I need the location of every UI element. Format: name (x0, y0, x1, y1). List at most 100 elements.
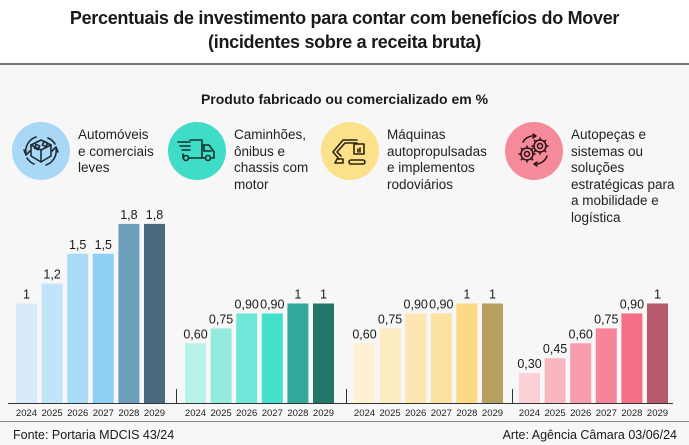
data-label: 0,60 (569, 327, 593, 341)
bar (236, 313, 258, 403)
label-line: autopropulsadas (387, 143, 487, 159)
x-tick-label: 2029 (313, 408, 334, 419)
gears-cycle-icon (518, 133, 549, 167)
data-label: 1,2 (43, 268, 60, 282)
footer-divider (0, 421, 689, 422)
bar (210, 328, 232, 403)
category-circle (321, 122, 379, 180)
label-line: chassis com (234, 160, 309, 175)
bar (570, 343, 592, 403)
x-tick-label: 2028 (621, 408, 642, 419)
data-label: 0,60 (352, 327, 376, 341)
label-line: estratégicas para (571, 176, 675, 192)
label-line: Caminhões, (234, 127, 307, 142)
bar (595, 328, 617, 403)
label-line: a mobilidade e (571, 193, 659, 208)
bar (456, 303, 478, 403)
label-line: Automóveis (78, 127, 149, 142)
data-label: 1 (463, 288, 470, 302)
x-tick-label: 2026 (405, 408, 426, 419)
label-line: Autopeças e (571, 127, 647, 142)
x-tick-label: 2028 (118, 408, 139, 419)
x-tick-label: 2028 (456, 408, 477, 419)
data-label: 0,90 (235, 297, 259, 311)
x-tick-label: 2029 (482, 408, 503, 419)
bar (482, 303, 503, 403)
category-machines: Máquinas autopropulsadas e implementos r… (321, 122, 487, 193)
data-label: 1 (294, 288, 301, 302)
label-line: ônibus e (234, 143, 286, 159)
category-trucks: Caminhões, ônibus e chassis com motor (168, 122, 308, 193)
x-tick-label: 2027 (596, 408, 617, 419)
title-line-1: Percentuais de investimento para contar … (69, 8, 620, 28)
data-label: 1 (489, 288, 496, 302)
label-line: e comerciais (78, 143, 154, 159)
data-label: 1 (320, 288, 327, 302)
data-label: 1,8 (146, 208, 163, 222)
category-autos: Automóveis e comerciais leves (12, 122, 154, 180)
category-autoparts: Autopeças e sistemas ou soluções estraté… (505, 122, 675, 226)
label-line: Máquinas (387, 127, 446, 142)
bar (41, 283, 63, 403)
credit-text: Arte: Agência Câmara 03/06/24 (502, 428, 677, 442)
bar (261, 313, 283, 403)
data-label: 0,90 (429, 297, 453, 311)
data-label: 0,90 (404, 297, 428, 311)
x-tick-label: 2025 (380, 408, 401, 419)
bar (621, 313, 643, 403)
x-tick-label: 2026 (236, 408, 257, 419)
data-label: 0,75 (594, 312, 618, 326)
chart-title: Percentuais de investimento para contar … (0, 6, 689, 54)
bar (430, 313, 452, 403)
data-label: 0,90 (620, 297, 644, 311)
bar (287, 303, 309, 403)
data-label: 0,60 (183, 327, 207, 341)
chart-subtitle: Produto fabricado ou comercializado em % (200, 91, 489, 107)
data-label: 0,75 (378, 312, 402, 326)
title-line-2: (incidentes sobre a receita bruta) (208, 32, 481, 52)
car-box-cycle-icon (23, 136, 59, 166)
category-label: Automóveis e comerciais leves (78, 127, 154, 177)
bar (313, 303, 334, 403)
bar (118, 223, 140, 403)
x-tick-label: 2024 (16, 408, 37, 419)
bar (144, 223, 165, 403)
label-line: soluções (571, 160, 625, 175)
category-label: Caminhões, ônibus e chassis com motor (234, 127, 308, 193)
category-circle (505, 122, 563, 180)
x-tick-label: 2025 (545, 408, 566, 419)
bar (379, 328, 401, 403)
category-circle (12, 122, 70, 180)
data-label: 0,45 (543, 342, 567, 356)
data-label: 0,75 (209, 312, 233, 326)
label-line: e implementos (387, 160, 475, 175)
label-line: logística (571, 209, 621, 225)
x-tick-label: 2029 (647, 408, 668, 419)
data-label: 1,5 (95, 238, 112, 252)
bar (519, 373, 540, 403)
x-tick-label: 2026 (67, 408, 88, 419)
header: Percentuais de investimento para contar … (0, 0, 689, 65)
data-label: 0,30 (517, 357, 541, 371)
data-label: 1,5 (69, 238, 86, 252)
x-tick-label: 2028 (287, 408, 308, 419)
bar (16, 303, 37, 403)
bar (185, 343, 206, 403)
x-tick-label: 2024 (519, 408, 540, 419)
label-line: sistemas ou (571, 143, 644, 159)
x-tick-label: 2024 (354, 408, 375, 419)
category-circle (168, 122, 226, 180)
x-tick-label: 2025 (211, 408, 232, 419)
x-tick-label: 2026 (570, 408, 591, 419)
x-tick-label: 2029 (144, 408, 165, 419)
x-tick-label: 2027 (262, 408, 283, 419)
x-tick-label: 2027 (431, 408, 452, 419)
x-tick-label: 2027 (93, 408, 114, 419)
bar (92, 253, 114, 403)
label-line: motor (234, 176, 269, 192)
data-label: 1,8 (120, 208, 137, 222)
data-label: 0,90 (260, 297, 284, 311)
label-line: leves (78, 160, 110, 175)
category-label: Autopeças e sistemas ou soluções estraté… (571, 127, 675, 226)
